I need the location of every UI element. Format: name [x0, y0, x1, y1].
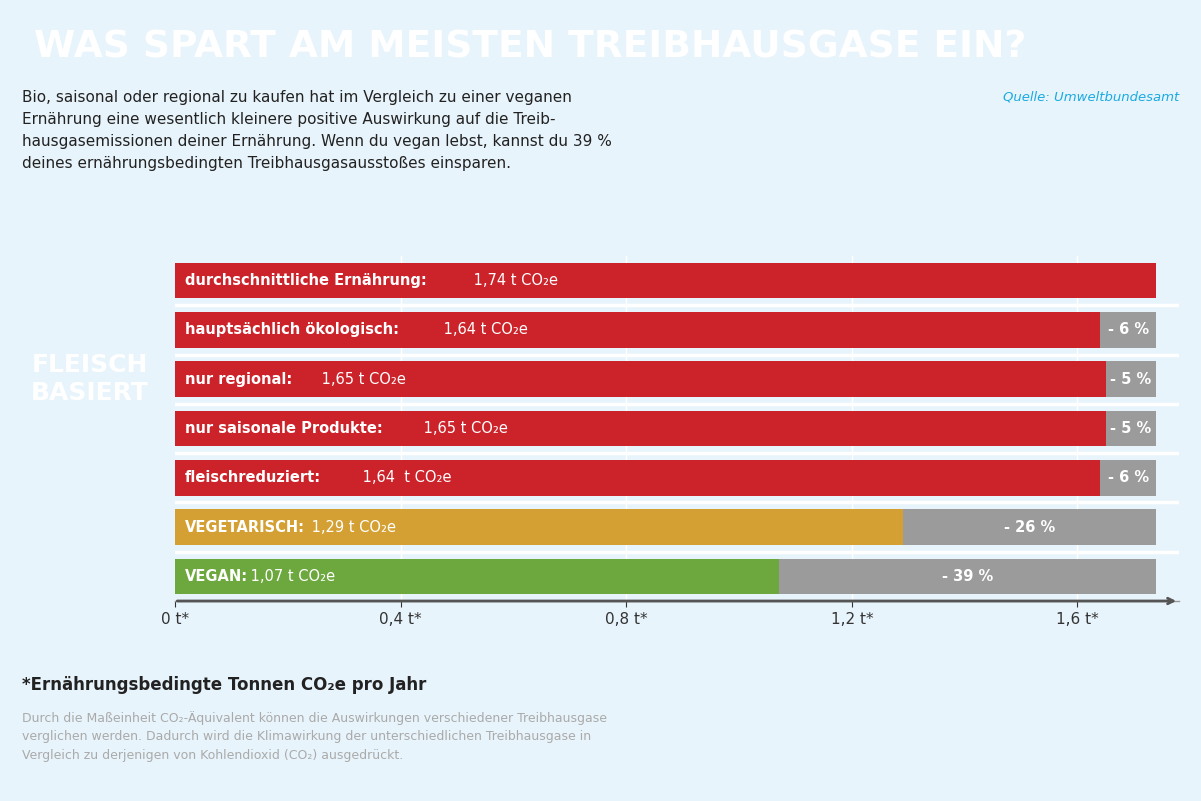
Bar — [903, 509, 1157, 545]
Text: - 5 %: - 5 % — [1111, 372, 1152, 387]
Text: 1,74 t CO₂e: 1,74 t CO₂e — [470, 273, 558, 288]
Text: Durch die Maßeinheit CO₂-Äquivalent können die Auswirkungen verschiedener Treibh: Durch die Maßeinheit CO₂-Äquivalent könn… — [22, 711, 607, 762]
Text: Quelle: Umweltbundesamt: Quelle: Umweltbundesamt — [1003, 90, 1179, 103]
Bar — [1106, 361, 1157, 397]
Text: 1,07 t CO₂e: 1,07 t CO₂e — [246, 569, 335, 584]
Text: durchschnittliche Ernährung:: durchschnittliche Ernährung: — [185, 273, 426, 288]
Text: 1,65 t CO₂e: 1,65 t CO₂e — [419, 421, 508, 436]
Text: fleischreduziert:: fleischreduziert: — [185, 470, 322, 485]
Text: nur saisonale Produkte:: nur saisonale Produkte: — [185, 421, 383, 436]
Bar — [1100, 460, 1157, 496]
Text: nur regional:: nur regional: — [185, 372, 292, 387]
Text: hausgasemissionen deiner Ernährung. Wenn du vegan lebst, kannst du 39 %: hausgasemissionen deiner Ernährung. Wenn… — [22, 134, 611, 149]
Text: 1,65 t CO₂e: 1,65 t CO₂e — [317, 372, 406, 387]
Text: *Ernährungsbedingte Tonnen CO₂e pro Jahr: *Ernährungsbedingte Tonnen CO₂e pro Jahr — [22, 676, 426, 694]
Bar — [175, 361, 1106, 397]
Bar — [1100, 312, 1157, 348]
Text: 1,29 t CO₂e: 1,29 t CO₂e — [307, 520, 396, 534]
Bar — [175, 460, 1100, 496]
Text: Ernährung eine wesentlich kleinere positive Auswirkung auf die Treib-: Ernährung eine wesentlich kleinere posit… — [22, 112, 556, 127]
Text: 1,64  t CO₂e: 1,64 t CO₂e — [358, 470, 452, 485]
Text: - 39 %: - 39 % — [942, 569, 993, 584]
Text: VEGAN:: VEGAN: — [185, 569, 249, 584]
Bar — [175, 312, 1100, 348]
Text: - 6 %: - 6 % — [1107, 323, 1149, 337]
Text: deines ernährungsbedingten Treibhausgasausstoßes einsparen.: deines ernährungsbedingten Treibhausgasa… — [22, 156, 510, 171]
Bar — [175, 263, 1157, 299]
Text: 1,64 t CO₂e: 1,64 t CO₂e — [440, 323, 528, 337]
Text: FLEISCH
BASIERT: FLEISCH BASIERT — [31, 353, 149, 405]
Text: VEGETARISCH:: VEGETARISCH: — [185, 520, 305, 534]
Bar — [175, 509, 903, 545]
Text: WAS SPART AM MEISTEN TREIBHAUSGASE EIN?: WAS SPART AM MEISTEN TREIBHAUSGASE EIN? — [34, 29, 1026, 65]
Text: hauptsächlich ökologisch:: hauptsächlich ökologisch: — [185, 323, 399, 337]
Bar — [175, 411, 1106, 446]
Text: - 6 %: - 6 % — [1107, 470, 1149, 485]
Text: Bio, saisonal oder regional zu kaufen hat im Vergleich zu einer veganen: Bio, saisonal oder regional zu kaufen ha… — [22, 90, 572, 105]
Text: - 5 %: - 5 % — [1111, 421, 1152, 436]
Bar — [1106, 411, 1157, 446]
Text: - 26 %: - 26 % — [1004, 520, 1056, 534]
Bar — [175, 558, 778, 594]
Bar — [778, 558, 1157, 594]
